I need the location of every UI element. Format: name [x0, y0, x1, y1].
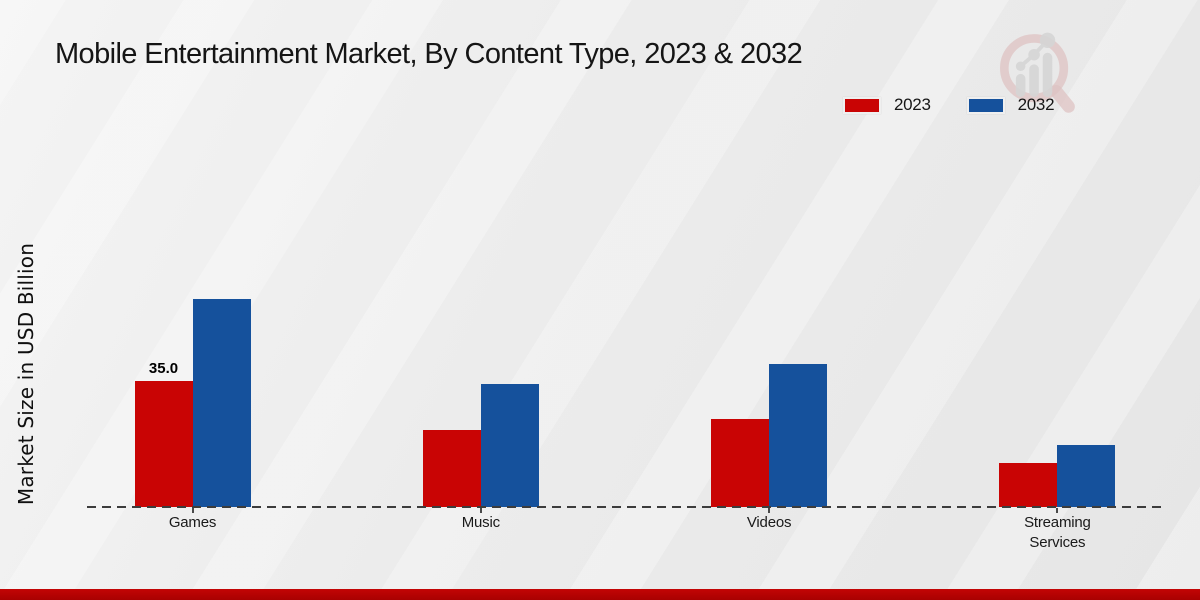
- x-axis-tick: [191, 508, 194, 513]
- legend-label-2023: 2023: [894, 95, 931, 114]
- category-label-games: Games: [168, 514, 217, 531]
- bar-2032-games: [192, 298, 251, 507]
- bar-trend-icon: [1015, 32, 1056, 97]
- market-research-logo: [999, 32, 1075, 113]
- x-axis-tick: [1056, 508, 1059, 513]
- x-axis-baseline: [87, 506, 1164, 508]
- footer-accent-bar: [0, 589, 1200, 600]
- bar-2023-music: [422, 429, 481, 507]
- legend-swatch-2032: [966, 96, 1005, 114]
- bar-2032-music: [480, 383, 539, 507]
- x-axis-tick: [768, 508, 771, 513]
- y-axis-label: Market Size in USD Billion: [14, 242, 38, 506]
- bar-2023-videos: [711, 419, 770, 507]
- legend-item-2023: 2023: [843, 95, 931, 115]
- category-label-music: Music: [461, 514, 500, 531]
- category-label-videos: Videos: [746, 514, 792, 531]
- legend-label-2032: 2032: [1017, 95, 1055, 114]
- bar-value-label: 35.0: [148, 360, 179, 377]
- category-label-streaming-services: Streaming Services: [1024, 514, 1091, 552]
- legend-swatch-2023: [843, 96, 881, 114]
- legend-item-2032: 2032: [966, 95, 1055, 115]
- bar-2032-streaming-services: [1057, 445, 1116, 507]
- chart-title: Mobile Entertainment Market, By Content …: [55, 38, 803, 70]
- legend: 2023 2032: [843, 95, 1055, 115]
- bar-2032-videos: [769, 364, 828, 507]
- bar-2023-streaming-services: [999, 463, 1058, 507]
- x-axis-tick: [479, 508, 482, 513]
- bar-2023-games: [134, 381, 193, 507]
- magnifier-icon: [999, 34, 1075, 113]
